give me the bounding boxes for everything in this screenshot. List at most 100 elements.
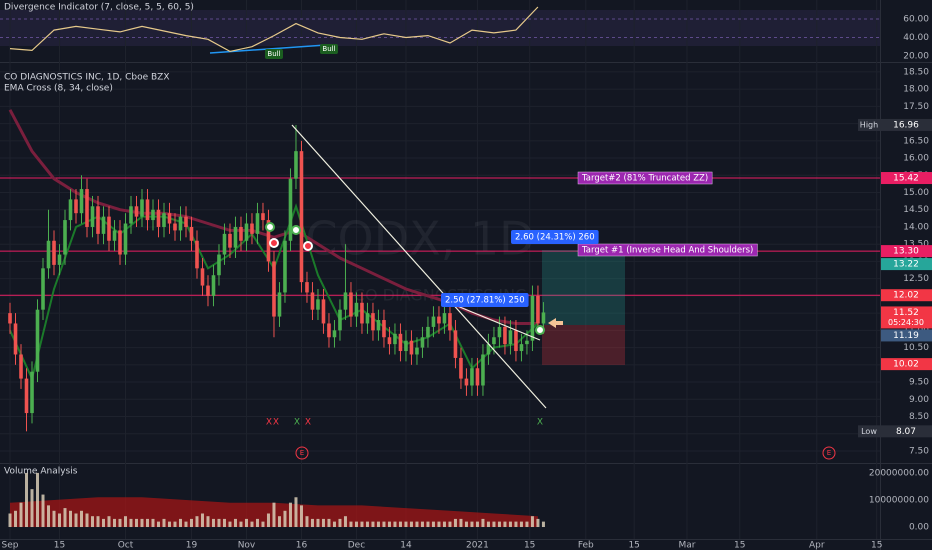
volume-bar — [123, 516, 127, 528]
volume-bar — [283, 510, 287, 528]
event-label: E — [300, 449, 304, 457]
badge-name: Low — [861, 427, 877, 436]
candle-body — [349, 292, 353, 317]
candle-body — [266, 220, 271, 262]
candle-body — [492, 337, 496, 345]
measure-label: 2.60 (24.31%) 260 — [515, 233, 595, 243]
volume-bar — [233, 518, 237, 528]
volume-bar — [470, 521, 474, 528]
volume-bar — [492, 521, 496, 528]
y-tick-label: 13.50 — [903, 240, 929, 250]
volume-bar — [69, 510, 73, 528]
signal-marker: X — [294, 418, 300, 428]
volume-bar — [129, 518, 133, 528]
candle-body — [393, 333, 397, 345]
x-tick-label: Nov — [238, 541, 256, 550]
volume-bar — [332, 521, 336, 528]
candle-body — [277, 292, 282, 317]
bull-label-box — [320, 44, 338, 54]
volume-bar — [365, 521, 369, 528]
volume-bar — [228, 521, 232, 528]
candle-body — [360, 302, 364, 324]
candle-body — [530, 295, 535, 341]
volume-bar — [118, 518, 122, 528]
x-tick-label: Oct — [118, 541, 134, 550]
candle-body — [459, 357, 463, 379]
volume-bar — [173, 521, 177, 528]
candle-body — [90, 206, 95, 227]
candle-body — [470, 368, 474, 386]
candle-body — [19, 354, 23, 379]
price-badge-label: 10.02 — [893, 360, 919, 370]
volume-bar — [442, 521, 446, 528]
bull-label-box — [265, 49, 283, 59]
volume-bar — [360, 521, 364, 528]
volume-bar — [310, 518, 314, 528]
candle-body — [475, 368, 480, 386]
volume-bar — [151, 518, 155, 528]
profit-zone — [542, 250, 625, 325]
candle-body — [250, 223, 254, 234]
badge-name: High — [860, 120, 878, 129]
price-badge — [881, 358, 932, 371]
volume-bar — [63, 508, 67, 528]
y-tick-label: 18.00 — [903, 85, 929, 95]
bull-label: Bull — [267, 50, 280, 58]
volume-bar — [343, 516, 347, 528]
volume-bar — [156, 521, 160, 528]
candle-body — [156, 209, 161, 227]
candle-body — [305, 282, 309, 293]
candle-body — [409, 340, 414, 355]
price-badge — [881, 306, 932, 329]
volume-bar — [206, 516, 210, 528]
badge-name-box — [858, 425, 880, 438]
badge-name-box — [858, 118, 880, 131]
price-badge-label: 16.96 — [893, 120, 919, 130]
x-tick-label: 15 — [734, 541, 745, 550]
candle-body — [41, 268, 45, 310]
volume-bar — [393, 521, 397, 528]
volume-bar — [305, 516, 309, 528]
candle-body — [178, 216, 183, 231]
volume-title: Volume Analysis — [4, 467, 78, 477]
volume-bar — [101, 518, 105, 528]
target-label-box — [577, 171, 713, 185]
candle-body — [376, 320, 381, 331]
y-tick-label: 16.00 — [903, 154, 929, 164]
candle-body — [448, 313, 452, 331]
candle-body — [442, 313, 447, 324]
x-tick-label: 2021 — [466, 541, 489, 550]
volume-bar — [134, 518, 138, 528]
y-tick-label: 10000000.00 — [869, 495, 929, 505]
measure-label-box — [441, 293, 529, 307]
candle-body — [426, 326, 430, 338]
y-tick-label: 0.00 — [909, 523, 929, 533]
volume-bar — [316, 518, 320, 528]
candle-body — [514, 330, 518, 352]
price-badge — [881, 245, 932, 258]
volume-bar — [415, 521, 419, 528]
y-tick-label: 14.50 — [903, 205, 929, 215]
candle-body — [503, 326, 507, 345]
volume-bar — [52, 510, 56, 528]
candle-body — [118, 230, 122, 255]
volume-bar — [244, 518, 248, 528]
x-tick-label: 19 — [186, 541, 198, 550]
y-tick-label: 20.00 — [903, 51, 929, 61]
watermark: CODX, 1D — [305, 212, 534, 266]
volume-bar — [200, 513, 204, 528]
volume-bar — [530, 516, 534, 528]
candle-body — [222, 233, 227, 255]
price-badge — [881, 329, 932, 342]
volume-bar — [25, 472, 29, 528]
volume-bar — [288, 502, 292, 528]
price-badge-label: 15.42 — [893, 174, 919, 184]
candle-body — [162, 213, 166, 227]
price-badge-label: 13.30 — [893, 247, 919, 257]
volume-bar — [8, 513, 12, 528]
candle-body — [420, 337, 425, 348]
volume-bar — [79, 510, 83, 528]
price-badge — [881, 172, 932, 185]
candle-body — [316, 299, 320, 310]
